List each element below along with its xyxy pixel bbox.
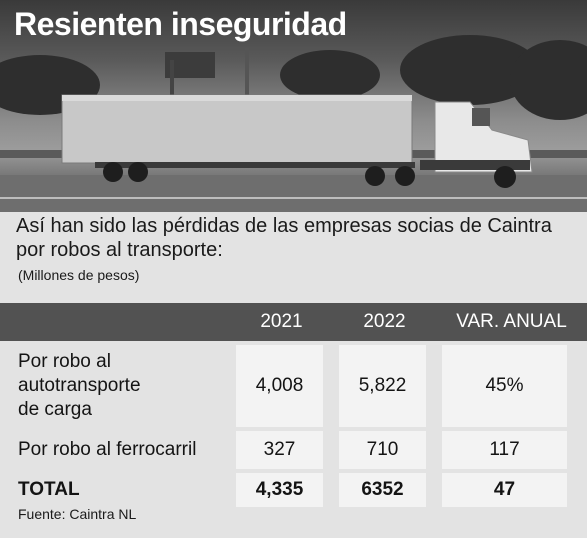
row-label: TOTAL [18, 479, 80, 500]
cell-var: 45% [442, 345, 567, 427]
header-var-anual: VAR. ANUAL [436, 303, 587, 341]
row-label: Por robo al autotransporte de carga [18, 351, 141, 420]
table-row-total: TOTAL 4,335 6352 47 [0, 469, 587, 507]
cell-2021: 327 [236, 431, 323, 469]
cell-var: 47 [442, 473, 567, 507]
losses-table: 2021 2022 VAR. ANUAL Por robo al autotra… [0, 303, 587, 507]
truck-photo: Resienten inseguridad [0, 0, 587, 212]
header-2021: 2021 [230, 303, 333, 341]
units-note: (Millones de pesos) [18, 267, 140, 283]
header-2022: 2022 [333, 303, 436, 341]
header-label-col [0, 303, 230, 341]
cell-2021: 4,335 [236, 473, 323, 507]
cell-2022: 710 [339, 431, 426, 469]
table-row: Por robo al autotransporte de carga 4,00… [0, 341, 587, 427]
intro-text: Así han sido las pérdidas de las empresa… [16, 215, 552, 261]
table-header-row: 2021 2022 VAR. ANUAL [0, 303, 587, 341]
source-note: Fuente: Caintra NL [18, 506, 137, 522]
truck-illustration [0, 35, 587, 212]
cell-2022: 6352 [339, 473, 426, 507]
table-row: Por robo al ferrocarril 327 710 117 [0, 427, 587, 469]
cell-2022: 5,822 [339, 345, 426, 427]
headline: Resienten inseguridad [14, 6, 347, 42]
row-label: Por robo al ferrocarril [18, 439, 197, 460]
cell-var: 117 [442, 431, 567, 469]
cell-2021: 4,008 [236, 345, 323, 427]
